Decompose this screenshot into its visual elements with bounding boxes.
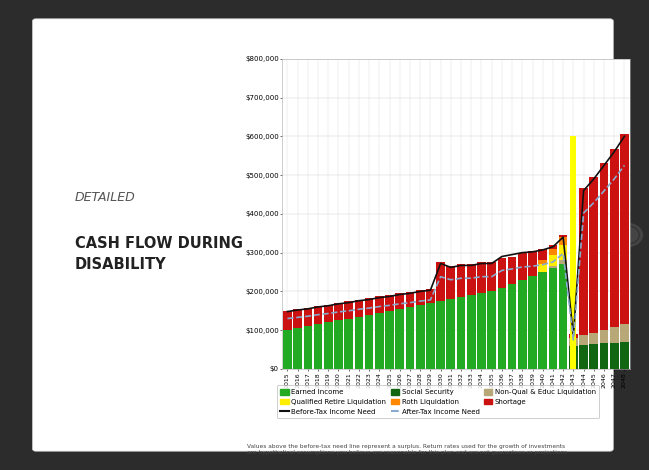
Bar — [600, 344, 608, 369]
Bar — [620, 342, 629, 369]
Bar — [539, 272, 547, 369]
Bar — [304, 308, 312, 326]
Bar — [589, 332, 598, 344]
FancyBboxPatch shape — [32, 19, 613, 451]
Bar — [528, 251, 537, 276]
Bar — [354, 317, 363, 369]
Bar — [477, 293, 486, 369]
Legend: Earned Income, Qualified Retire Liquidation, Before-Tax Income Need, Social Secu: Earned Income, Qualified Retire Liquidat… — [276, 385, 600, 418]
Text: CASH FLOW DURING
DISABILITY: CASH FLOW DURING DISABILITY — [75, 236, 243, 272]
Bar — [436, 262, 445, 301]
Bar — [620, 134, 629, 324]
Bar — [324, 322, 332, 369]
Bar — [508, 257, 517, 283]
Bar — [570, 136, 576, 369]
Bar — [395, 309, 404, 369]
Bar — [559, 260, 567, 264]
Bar — [539, 260, 547, 264]
Bar — [559, 235, 567, 237]
Bar — [559, 264, 567, 369]
Bar — [539, 264, 547, 272]
Bar — [569, 334, 578, 338]
Bar — [313, 306, 323, 324]
Bar — [354, 299, 363, 317]
Bar — [386, 311, 394, 369]
Bar — [457, 264, 465, 297]
Bar — [600, 163, 608, 330]
Bar — [620, 324, 629, 342]
Bar — [365, 315, 373, 369]
Bar — [528, 276, 537, 369]
Bar — [416, 305, 424, 369]
Bar — [559, 245, 567, 260]
Bar — [610, 343, 618, 369]
Bar — [539, 249, 547, 260]
Bar — [610, 327, 618, 343]
Bar — [426, 303, 435, 369]
Bar — [293, 328, 302, 369]
Bar — [334, 303, 343, 321]
Bar — [406, 307, 414, 369]
Bar — [334, 321, 343, 369]
Text: DETAILED: DETAILED — [75, 191, 136, 204]
Bar — [580, 345, 588, 369]
Bar — [283, 311, 292, 330]
Bar — [518, 252, 526, 280]
Bar — [447, 266, 455, 299]
Bar — [580, 335, 588, 345]
Bar — [610, 149, 618, 327]
Bar — [375, 297, 384, 313]
Bar — [569, 338, 578, 346]
Bar — [313, 324, 323, 369]
Bar — [508, 283, 517, 369]
Bar — [477, 262, 486, 293]
Bar — [580, 188, 588, 335]
Bar — [406, 292, 414, 307]
Bar — [589, 177, 598, 332]
Bar — [498, 288, 506, 369]
Bar — [386, 295, 394, 311]
Circle shape — [610, 223, 643, 247]
Bar — [416, 290, 424, 305]
Bar — [548, 255, 557, 266]
Bar — [569, 346, 578, 369]
Bar — [548, 245, 557, 249]
Bar — [293, 309, 302, 328]
Bar — [559, 237, 567, 245]
Bar — [426, 289, 435, 303]
Bar — [304, 326, 312, 369]
Bar — [436, 301, 445, 369]
Bar — [324, 305, 332, 322]
Bar — [467, 264, 476, 295]
Bar — [345, 301, 353, 319]
Bar — [395, 293, 404, 309]
Bar — [518, 280, 526, 369]
Bar — [548, 268, 557, 369]
Bar — [365, 298, 373, 315]
Bar — [487, 291, 496, 369]
Bar — [283, 330, 292, 369]
Bar — [457, 297, 465, 369]
Bar — [467, 295, 476, 369]
Bar — [548, 249, 557, 255]
Bar — [447, 299, 455, 369]
Bar — [498, 258, 506, 288]
Bar — [600, 330, 608, 344]
Bar — [589, 344, 598, 369]
Text: Values above the before-tax need line represent a surplus. Return rates used for: Values above the before-tax need line re… — [247, 444, 569, 455]
Bar — [345, 319, 353, 369]
Bar — [548, 266, 557, 268]
Bar — [487, 262, 496, 291]
Bar — [375, 313, 384, 369]
